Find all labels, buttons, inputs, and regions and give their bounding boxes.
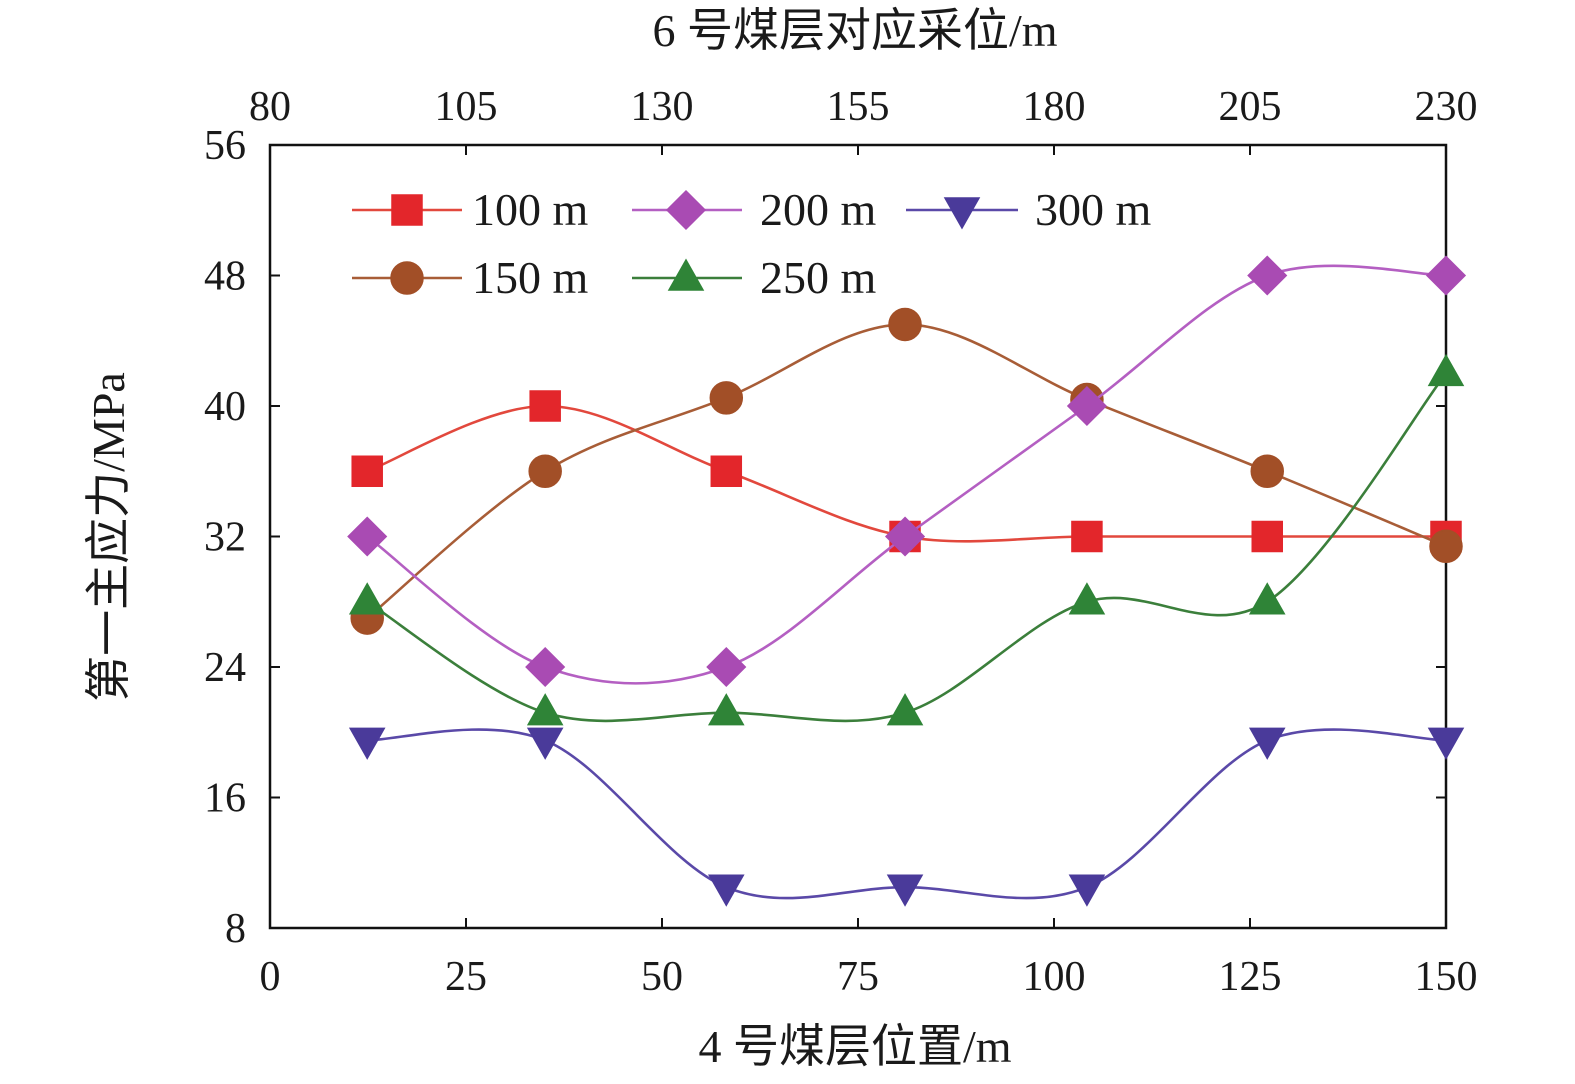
marker-250m-6	[1248, 582, 1286, 615]
marker-100m-1	[351, 455, 383, 487]
legend-label-250m: 250 m	[760, 252, 877, 303]
marker-250m-1	[348, 582, 386, 615]
top-axis-title: 6 号煤层对应采位/m	[652, 5, 1057, 56]
legend-label-300m: 300 m	[1035, 184, 1152, 235]
legend-label-100m: 100 m	[472, 184, 589, 235]
series-group	[347, 255, 1467, 907]
x2-tick-label: 105	[435, 84, 498, 130]
marker-200m-6	[1247, 255, 1288, 296]
legend-marker-300m	[943, 197, 981, 230]
legend-marker-250m	[667, 258, 705, 291]
marker-300m-1	[348, 727, 386, 760]
marker-150m-6	[1250, 454, 1284, 488]
x2-tick-label: 205	[1219, 84, 1282, 130]
axis-ticks: 0 25 50 75 100 125 150 80 105 130 155 180 205 230 8 16 2…	[204, 84, 1478, 1000]
y-tick-label: 24	[204, 645, 246, 691]
legend-marker-100m	[391, 194, 423, 226]
marker-250m-7	[1427, 353, 1465, 387]
marker-250m-2	[526, 693, 564, 726]
x-tick-label: 50	[641, 954, 683, 1000]
marker-250m-4	[886, 693, 924, 726]
marker-100m-2	[529, 390, 561, 422]
x-tick-label: 75	[837, 954, 879, 1000]
series-line-300m	[367, 728, 1447, 900]
marker-200m-2	[525, 646, 566, 688]
marker-100m-3	[710, 455, 743, 487]
y-tick-label: 48	[204, 254, 246, 300]
marker-200m-4	[884, 516, 926, 557]
legend: 100 m 150 m 200 m 250 m 300 m	[352, 184, 1152, 303]
marker-200m-1	[347, 516, 388, 557]
marker-300m-2	[526, 727, 564, 760]
x-tick-label: 150	[1415, 954, 1478, 1000]
y-tick-label: 56	[204, 123, 246, 169]
marker-300m-4	[886, 874, 924, 907]
marker-200m-7	[1425, 255, 1467, 296]
y-tick-label: 40	[204, 384, 246, 430]
x2-tick-label: 230	[1415, 84, 1478, 130]
y-tick-label: 16	[204, 776, 246, 822]
marker-300m-3	[708, 874, 745, 907]
marker-300m-5	[1068, 874, 1106, 907]
legend-marker-150m	[390, 261, 424, 295]
y-axis-title: 第一主应力/MPa	[83, 372, 134, 702]
x-tick-label: 100	[1023, 954, 1086, 1000]
marker-100m-5	[1071, 520, 1103, 553]
marker-300m-7	[1427, 727, 1465, 760]
marker-300m-6	[1248, 727, 1286, 760]
x-tick-label: 125	[1219, 954, 1282, 1000]
marker-150m-3	[709, 381, 744, 415]
marker-200m-3	[706, 646, 747, 688]
marker-100m-6	[1251, 520, 1283, 553]
legend-label-150m: 150 m	[472, 252, 589, 303]
marker-250m-3	[708, 693, 745, 726]
x-tick-label: 0	[260, 954, 281, 1000]
x-tick-label: 25	[445, 954, 487, 1000]
marker-250m-5	[1068, 582, 1106, 615]
x2-tick-label: 155	[827, 84, 890, 130]
legend-label-200m: 200 m	[760, 184, 877, 235]
legend-marker-200m	[665, 189, 707, 231]
marker-150m-7	[1429, 529, 1463, 564]
x2-tick-label: 130	[631, 84, 694, 130]
x2-tick-label: 180	[1023, 84, 1086, 130]
marker-200m-5	[1066, 385, 1107, 427]
x2-tick-label: 80	[249, 84, 291, 130]
y-tick-label: 8	[225, 906, 246, 952]
y-tick-label: 32	[204, 515, 246, 561]
marker-150m-4	[888, 307, 922, 342]
marker-150m-2	[528, 454, 562, 488]
bottom-axis-title: 4 号煤层位置/m	[698, 1021, 1011, 1072]
